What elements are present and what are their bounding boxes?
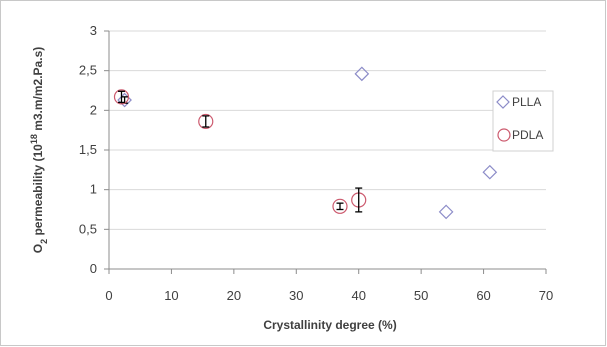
legend-pdla-marker — [497, 128, 511, 142]
data-point-pdla — [332, 198, 348, 214]
y-axis-label: O2 permeability (1018 m3.m/m2.Pa.s) — [29, 47, 49, 253]
data-points — [113, 66, 498, 220]
legend-pdla-label: PDLA — [512, 128, 543, 142]
x-tick-label: 10 — [164, 288, 178, 303]
x-tick-label: 50 — [414, 288, 428, 303]
legend-plla-marker — [496, 95, 510, 109]
y-tick-label: 2,5 — [79, 63, 97, 78]
y-tick-label: 1 — [90, 182, 97, 197]
y-tick-label: 3 — [90, 23, 97, 38]
x-tick-label: 0 — [105, 288, 112, 303]
y-tick-label: 0 — [90, 261, 97, 276]
data-point-plla — [482, 164, 498, 180]
y-tick-label: 1,5 — [79, 142, 97, 157]
axes — [104, 30, 547, 274]
tick-labels: 00,511,522,530 10 20 30 40 50 60 70 — [79, 23, 553, 303]
data-point-pdla — [113, 89, 130, 105]
x-tick-label: 60 — [476, 288, 490, 303]
x-axis-label: Crystallinity degree (%) — [263, 318, 396, 332]
gridlines — [109, 30, 546, 230]
x-tick-label: 70 — [539, 288, 553, 303]
x-tick-label: 30 — [289, 288, 303, 303]
y-tick-label: 2 — [90, 102, 97, 117]
data-point-plla — [438, 204, 454, 220]
x-tick-label: 20 — [227, 288, 241, 303]
data-point-pdla — [198, 113, 214, 130]
data-point-plla — [354, 66, 370, 82]
y-tick-label: 0,5 — [79, 221, 97, 236]
x-tick-label: 40 — [351, 288, 365, 303]
legend-plla-label: PLLA — [512, 95, 541, 109]
legend: PLLA PDLA — [492, 90, 554, 152]
